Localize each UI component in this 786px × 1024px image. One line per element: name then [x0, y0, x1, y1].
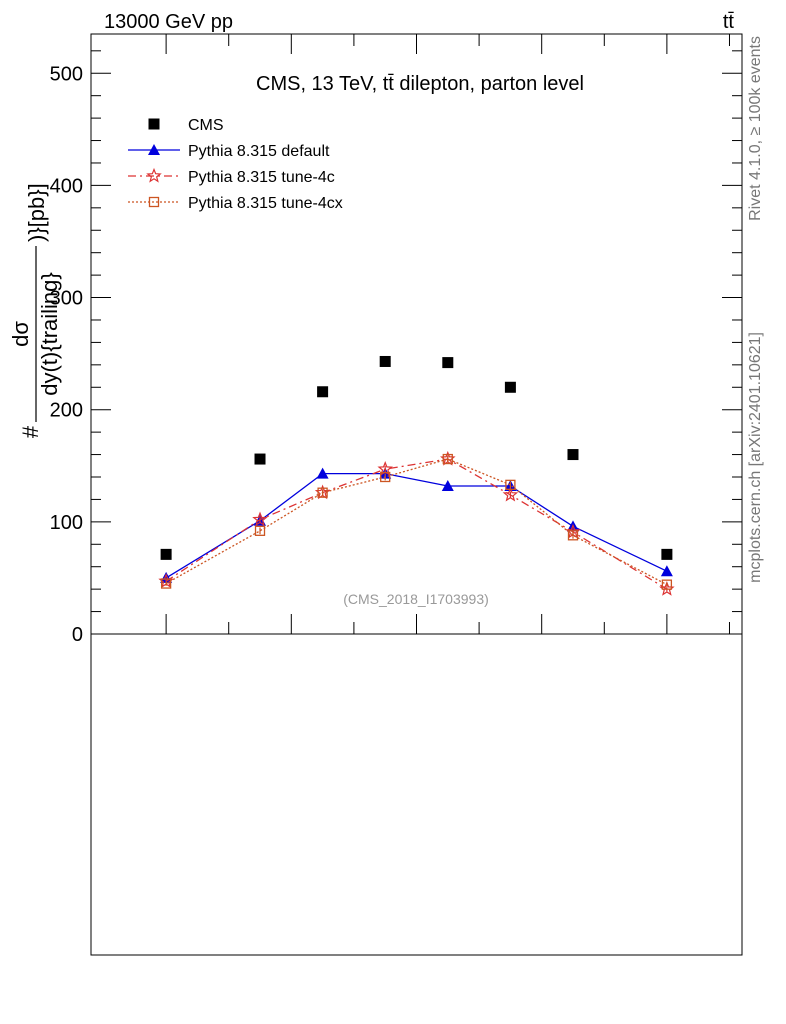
y-label-denominator: dy(t){trailing} — [37, 272, 62, 396]
data-point — [441, 479, 454, 491]
series-line — [165, 458, 668, 590]
data-point — [442, 453, 453, 465]
rivet-label: Rivet 4.1.0, ≥ 100k events — [747, 36, 764, 221]
series-line — [165, 458, 668, 586]
data-point — [160, 548, 172, 560]
analysis-tag: (CMS_2018_I1703993) — [343, 591, 489, 607]
data-point — [661, 548, 673, 560]
series-0 — [160, 355, 673, 560]
legend-marker — [148, 196, 160, 208]
series-layer — [158, 355, 675, 596]
data-point — [380, 471, 391, 483]
axis-ticks — [91, 34, 742, 635]
legend-marker — [148, 118, 160, 130]
process-label: tt̄ — [723, 11, 735, 33]
data-point — [252, 511, 268, 527]
legend-label: Pythia 8.315 default — [188, 143, 330, 160]
data-point — [160, 578, 172, 589]
legend-label: Pythia 8.315 tune-4c — [188, 169, 335, 186]
legend-label: Pythia 8.315 tune-4cx — [188, 195, 343, 212]
y-tick-labels: 0 100 200 300 400 500 — [50, 63, 83, 646]
energy-label: 13000 GeV pp — [104, 11, 233, 33]
y-axis-label: # dσ dy(t){trailing} )}[pb}] — [8, 183, 62, 438]
mcplots-label: mcplots.cern.ch [arXiv:2401.10621] — [747, 332, 764, 583]
y-tick-label: 100 — [50, 512, 83, 534]
y-tick-label: 500 — [50, 63, 83, 85]
data-point — [660, 565, 673, 577]
data-point — [160, 571, 173, 583]
chart-title: CMS, 13 TeV, tt̄ dilepton, parton level — [256, 73, 584, 95]
series-2 — [158, 450, 675, 596]
data-point — [254, 453, 266, 465]
y-tick-label: 300 — [50, 288, 83, 310]
legend-item: Pythia 8.315 default — [128, 143, 330, 160]
data-point — [502, 486, 519, 502]
series-line — [165, 472, 668, 579]
data-point — [567, 530, 579, 541]
y-tick-label: 0 — [72, 624, 83, 646]
data-point — [317, 386, 329, 398]
data-point — [661, 579, 673, 590]
legend-item: Pythia 8.315 tune-4c — [128, 167, 335, 186]
legend-item: CMS — [148, 117, 224, 134]
series-3 — [160, 453, 673, 590]
data-point — [567, 449, 579, 461]
data-point — [505, 479, 516, 490]
y-tick-label: 200 — [50, 400, 83, 422]
y-label-suffix: )}[pb}] — [24, 183, 49, 242]
y-tick-label: 400 — [50, 175, 83, 197]
data-point — [316, 467, 329, 479]
series-1 — [160, 467, 673, 583]
legend-item: Pythia 8.315 tune-4cx — [128, 195, 343, 212]
y-label-numerator: dσ — [8, 321, 33, 347]
y-label-prefix: # — [18, 425, 43, 438]
legend: CMS Pythia 8.315 default Pythia 8.315 tune… — [128, 117, 343, 212]
legend-label: CMS — [188, 117, 224, 134]
data-point — [254, 525, 266, 536]
legend-marker — [146, 167, 162, 183]
data-point — [442, 357, 454, 369]
data-point — [317, 487, 328, 498]
ratio-panel-frame — [90, 633, 743, 956]
legend-marker — [148, 144, 160, 155]
data-point — [379, 355, 391, 367]
data-point — [504, 381, 516, 393]
